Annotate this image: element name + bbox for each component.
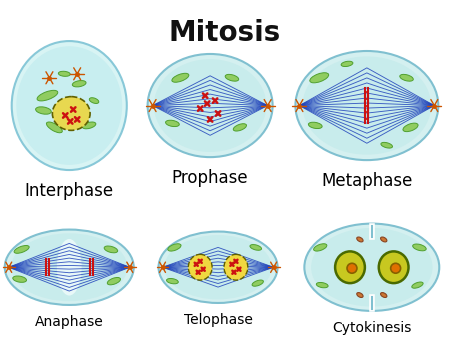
Ellipse shape xyxy=(381,292,387,297)
Ellipse shape xyxy=(357,237,363,242)
Ellipse shape xyxy=(412,282,423,288)
Ellipse shape xyxy=(391,263,401,273)
Ellipse shape xyxy=(347,263,357,273)
Ellipse shape xyxy=(188,254,212,280)
Text: Prophase: Prophase xyxy=(172,169,248,187)
Ellipse shape xyxy=(225,74,238,81)
Ellipse shape xyxy=(12,41,127,170)
Ellipse shape xyxy=(89,98,99,103)
Ellipse shape xyxy=(107,277,121,285)
Ellipse shape xyxy=(11,233,127,301)
Ellipse shape xyxy=(335,251,365,283)
Ellipse shape xyxy=(308,122,322,128)
Ellipse shape xyxy=(310,73,328,83)
Ellipse shape xyxy=(316,282,328,288)
Ellipse shape xyxy=(16,46,122,165)
Ellipse shape xyxy=(296,51,438,160)
Text: Interphase: Interphase xyxy=(25,182,114,200)
Ellipse shape xyxy=(341,61,353,67)
Ellipse shape xyxy=(314,244,327,251)
Ellipse shape xyxy=(250,245,261,250)
Ellipse shape xyxy=(172,73,189,82)
Ellipse shape xyxy=(233,124,247,131)
Ellipse shape xyxy=(381,142,392,148)
Ellipse shape xyxy=(13,276,27,282)
Ellipse shape xyxy=(403,123,418,132)
Ellipse shape xyxy=(82,122,96,129)
Ellipse shape xyxy=(381,237,387,242)
Ellipse shape xyxy=(52,97,90,131)
Ellipse shape xyxy=(357,292,363,297)
Ellipse shape xyxy=(5,230,134,305)
Text: Metaphase: Metaphase xyxy=(321,172,413,190)
Ellipse shape xyxy=(304,224,439,311)
Ellipse shape xyxy=(104,246,117,253)
Ellipse shape xyxy=(14,245,29,253)
Text: Cytokinesis: Cytokinesis xyxy=(332,321,411,335)
Ellipse shape xyxy=(302,57,431,155)
Ellipse shape xyxy=(148,54,273,157)
Ellipse shape xyxy=(158,231,278,303)
Ellipse shape xyxy=(57,239,81,296)
Ellipse shape xyxy=(224,254,248,280)
Ellipse shape xyxy=(46,122,62,133)
Ellipse shape xyxy=(379,251,409,283)
Ellipse shape xyxy=(252,280,263,286)
Ellipse shape xyxy=(311,228,432,306)
Ellipse shape xyxy=(166,120,179,127)
Text: Anaphase: Anaphase xyxy=(35,315,104,329)
Text: Mitosis: Mitosis xyxy=(169,19,281,47)
Ellipse shape xyxy=(72,81,86,87)
Ellipse shape xyxy=(400,74,413,81)
Ellipse shape xyxy=(413,244,426,251)
Ellipse shape xyxy=(166,279,178,284)
Text: Telophase: Telophase xyxy=(184,313,252,327)
Ellipse shape xyxy=(165,235,272,299)
Ellipse shape xyxy=(168,244,181,251)
Ellipse shape xyxy=(154,59,266,152)
Ellipse shape xyxy=(37,90,58,101)
Ellipse shape xyxy=(58,71,70,76)
Ellipse shape xyxy=(36,107,51,114)
